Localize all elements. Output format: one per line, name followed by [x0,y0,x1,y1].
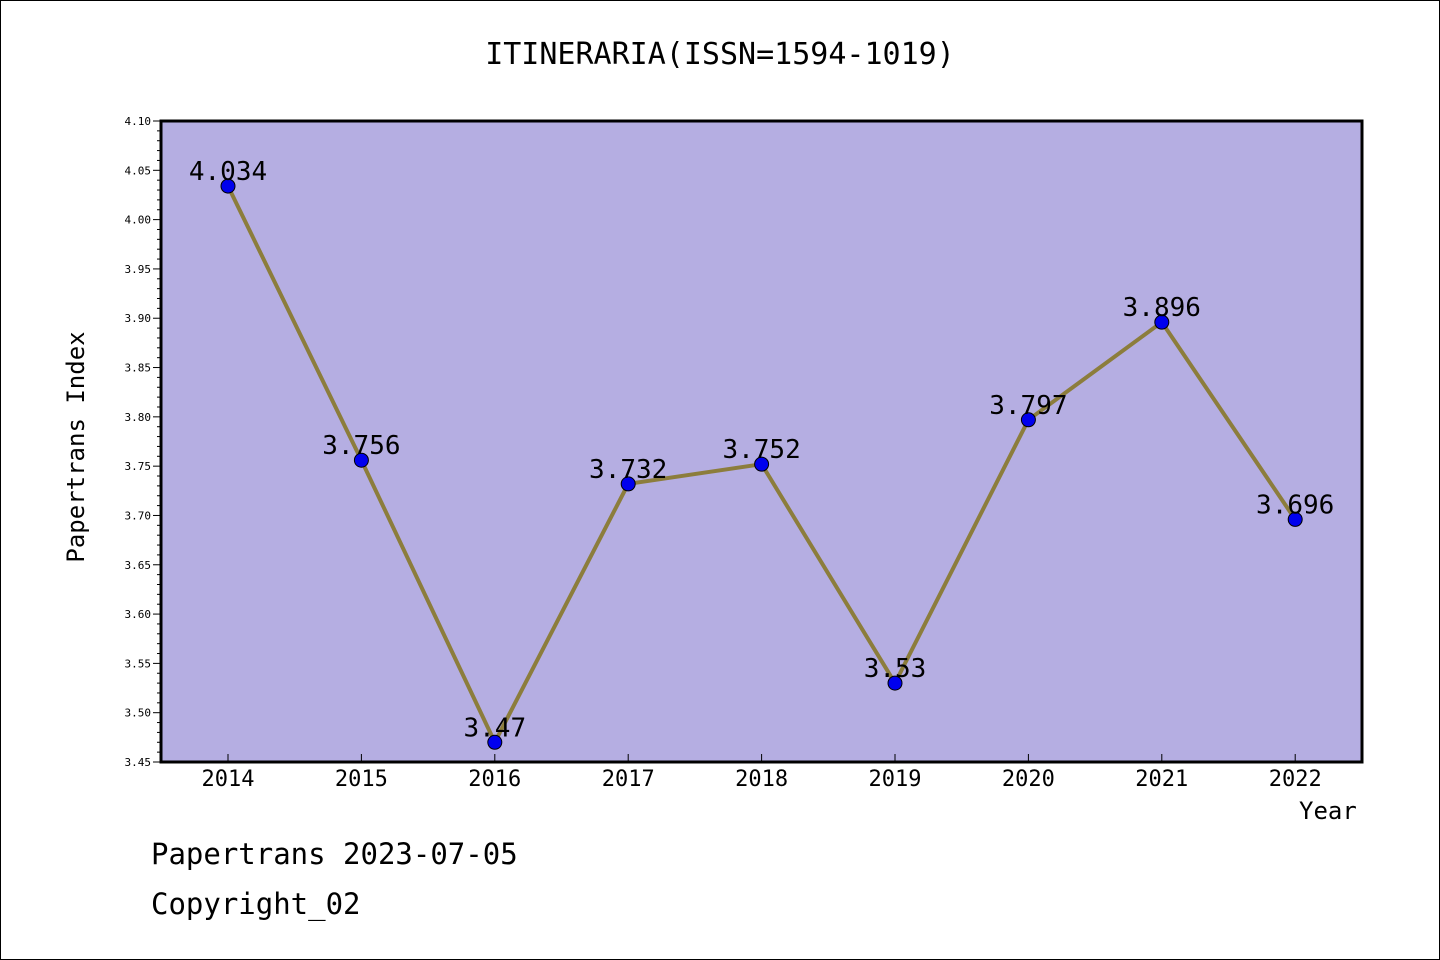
data-point [1154,314,1170,330]
y-tick-label: 3.80 [125,411,152,424]
y-tick-label: 3.95 [125,263,152,276]
x-axis-ticks: 2014 2015 2016 2017 2018 2019 2020 2021 2022 [202,754,1322,792]
data-label: 3.47 [463,713,526,743]
y-axis-ticks: 3.45 3.50 3.55 3.60 3.65 3.70 3.75 3.80 3.85 3.90… [125,115,161,769]
data-point [1287,511,1303,527]
x-axis-label: Year [1299,797,1357,825]
y-tick-label: 3.55 [125,657,152,670]
y-tick-label: 3.60 [125,608,152,621]
data-label: 3.696 [1256,490,1334,520]
chart-title: ITINERARIA(ISSN=1594-1019) [485,37,955,72]
plot-area [159,119,1364,764]
data-label: 4.034 [189,157,267,187]
data-label: 3.896 [1123,293,1201,323]
data-label: 3.797 [989,391,1067,421]
x-tick-label: 2017 [602,767,655,792]
y-tick-label: 3.45 [125,756,152,769]
y-tick-label: 3.75 [125,460,152,473]
y-tick-label: 3.70 [125,509,152,522]
footer-copyright: Copyright_02 [151,887,361,921]
x-tick-label: 2021 [1135,767,1188,792]
data-point [620,476,636,492]
footer-date: Papertrans 2023-07-05 [151,837,518,871]
x-tick-label: 2022 [1269,767,1322,792]
data-point [887,675,903,691]
data-points [220,178,1303,750]
data-point [754,456,770,472]
x-tick-label: 2019 [869,767,922,792]
data-point [353,452,369,468]
data-labels: 4.034 3.756 3.47 3.732 3.752 3.53 3.797 3.896 3.… [189,157,1334,743]
x-tick-label: 2015 [335,767,388,792]
data-point [1020,412,1036,428]
data-label: 3.756 [322,431,400,461]
x-tick-label: 2014 [202,767,255,792]
y-tick-label: 4.05 [125,164,152,177]
x-tick-label: 2018 [735,767,788,792]
data-point [220,178,236,194]
data-point [487,734,503,750]
x-tick-label: 2016 [468,767,521,792]
y-tick-label: 3.85 [125,362,152,375]
y-tick-label: 4.10 [125,115,152,128]
y-tick-label: 4.00 [125,214,152,227]
data-label: 3.752 [722,435,800,465]
data-label: 3.732 [589,455,667,485]
y-tick-label: 3.65 [125,559,152,572]
y-tick-label: 3.50 [125,707,152,720]
y-tick-label: 3.90 [125,312,152,325]
x-tick-label: 2020 [1002,767,1055,792]
data-label: 3.53 [864,654,927,684]
